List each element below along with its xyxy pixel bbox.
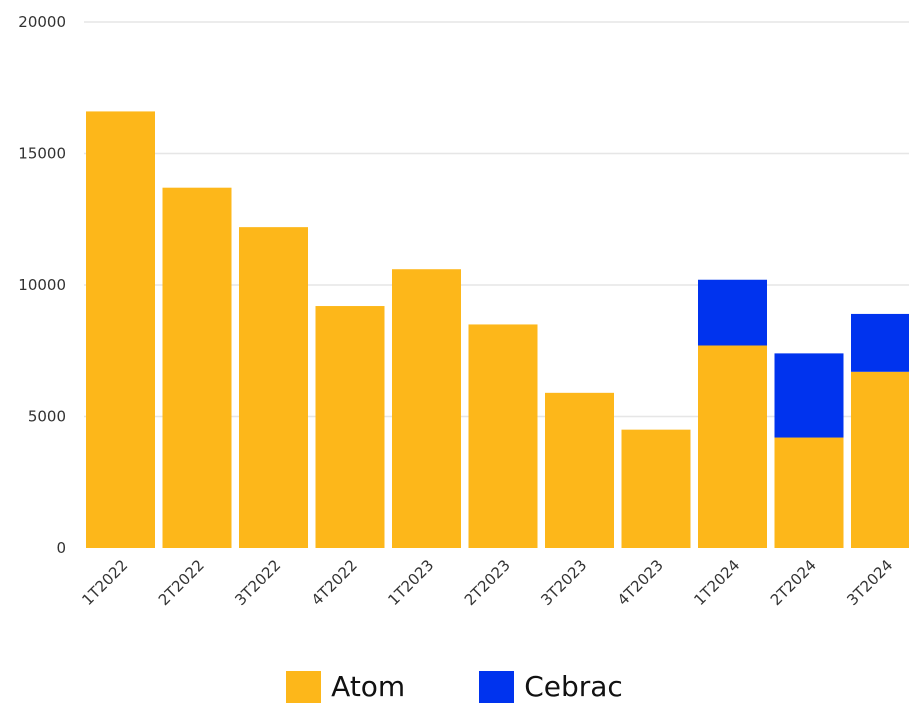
- x-tick-label: 3T2023: [537, 556, 590, 609]
- x-tick-label: 1T2022: [78, 556, 131, 609]
- x-tick-label: 2T2022: [155, 556, 208, 609]
- bar-atom: [851, 371, 909, 548]
- y-tick-label: 20000: [18, 13, 66, 31]
- bar-atom: [621, 429, 691, 548]
- bar-atom: [774, 437, 844, 548]
- bar-cebrac: [698, 279, 767, 346]
- bar-cebrac: [851, 313, 909, 372]
- x-tick-label: 3T2022: [231, 556, 284, 609]
- legend-item-cebrac: Cebrac: [479, 670, 623, 703]
- bar-atom: [315, 306, 385, 548]
- x-tick-label: 4T2022: [308, 556, 361, 609]
- y-tick-label: 5000: [28, 408, 66, 426]
- legend-swatch-atom: [286, 670, 322, 703]
- bar-atom: [162, 187, 232, 548]
- bar-atom: [239, 227, 308, 548]
- x-tick-label: 2T2024: [767, 556, 820, 609]
- x-tick-label: 3T2024: [843, 556, 896, 609]
- bar-atom: [698, 345, 767, 548]
- x-tick-label: 1T2024: [690, 556, 743, 609]
- legend-label-cebrac: Cebrac: [524, 670, 623, 703]
- bar-atom: [468, 324, 538, 548]
- x-tick-label: 1T2023: [384, 556, 437, 609]
- legend: Atom Cebrac: [0, 670, 909, 703]
- y-axis-ticks: 0 5000 10000 15000 20000: [18, 13, 66, 557]
- bar-cebrac: [774, 353, 844, 438]
- y-tick-label: 10000: [18, 276, 66, 294]
- x-tick-label: 2T2023: [461, 556, 514, 609]
- bar-atom: [86, 111, 155, 549]
- y-tick-label: 0: [56, 539, 66, 557]
- x-tick-label: 4T2023: [614, 556, 667, 609]
- x-axis-ticks: 1T2022 2T2022 3T2022 4T2022 1T2023 2T2023 3T20…: [78, 556, 896, 609]
- legend-item-atom: Atom: [286, 670, 405, 703]
- bar-atom: [545, 392, 614, 548]
- bar-atom: [392, 269, 461, 548]
- bars: [86, 111, 909, 549]
- legend-swatch-cebrac: [479, 670, 515, 703]
- legend-label-atom: Atom: [331, 670, 406, 703]
- y-tick-label: 15000: [18, 145, 66, 163]
